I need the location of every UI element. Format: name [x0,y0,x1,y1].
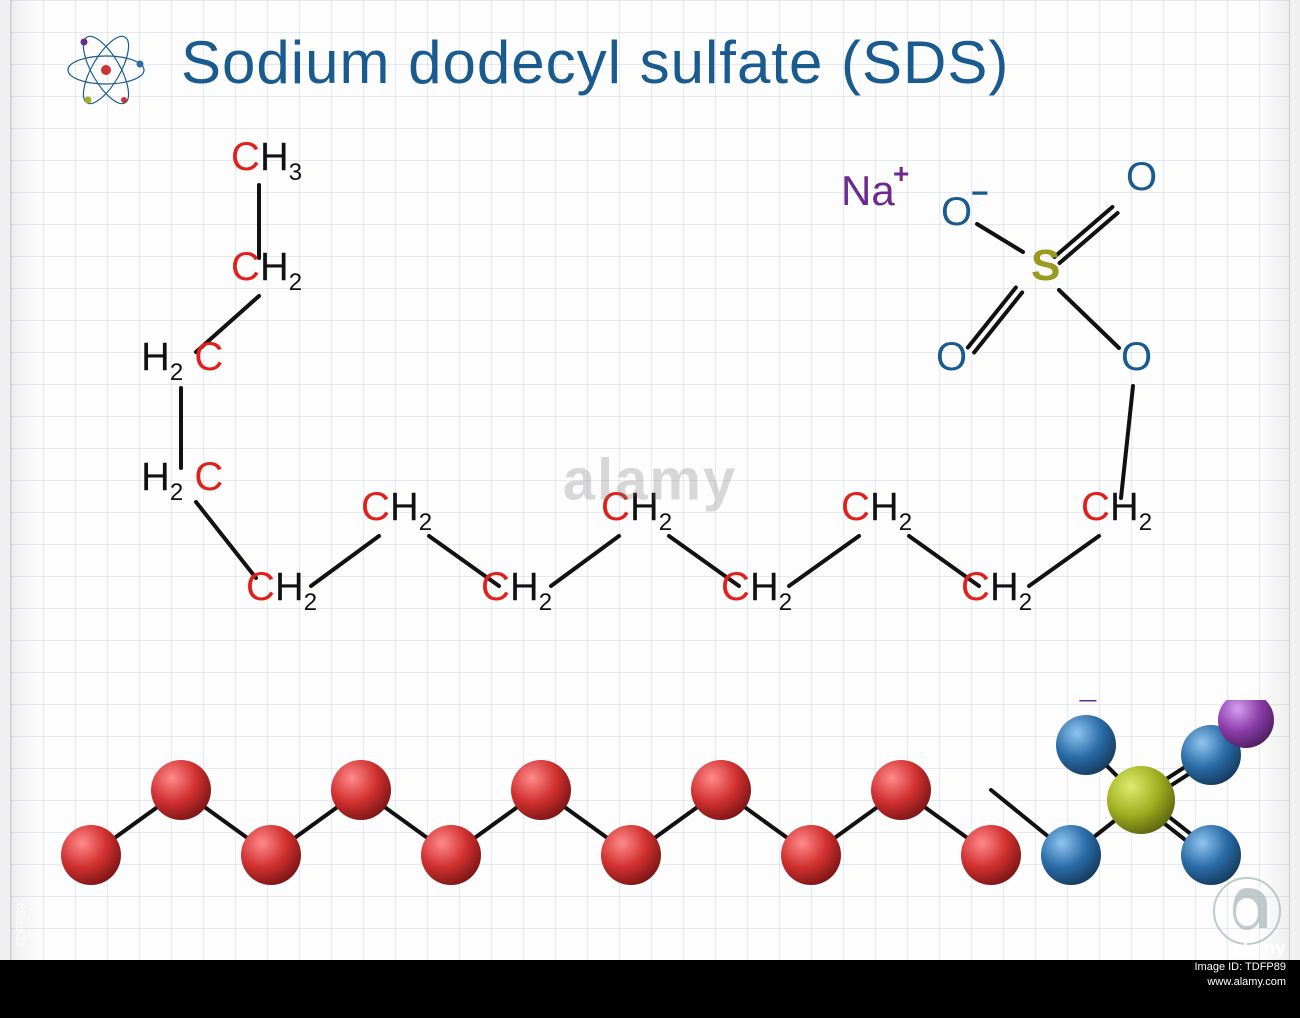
svg-text:O: O [1121,335,1152,379]
svg-text:CH2: CH2 [1081,485,1152,536]
svg-text:CH2: CH2 [721,565,792,616]
svg-text:+: + [893,158,909,189]
svg-text:CH2: CH2 [481,565,552,616]
svg-text:O: O [1126,155,1157,199]
svg-text:CH2: CH2 [961,565,1032,616]
ball-stick-model: +− [11,700,1291,950]
svg-text:CH2: CH2 [841,485,912,536]
svg-text:−: − [1078,700,1098,719]
structural-formula: CH3CH2H2 CH2 CCH2CH2CH2CH2CH2CH2CH2CH2SO… [11,0,1291,700]
svg-text:O: O [941,190,972,234]
bottom-bar [0,960,1300,1018]
svg-text:+: + [1264,700,1284,702]
svg-text:CH3: CH3 [231,135,302,186]
svg-text:S: S [1031,241,1060,290]
svg-text:CH2: CH2 [601,485,672,536]
svg-text:Na: Na [841,167,895,214]
page: Sodium dodecyl sulfate (SDS) CH3CH2H2 CH… [10,0,1290,960]
svg-text:CH2: CH2 [361,485,432,536]
watermark-id-left: TDFP89 [14,903,28,948]
svg-text:CH2: CH2 [231,245,302,296]
svg-text:−: − [971,177,989,210]
svg-text:O: O [936,335,967,379]
watermark-text: alamy Image ID: TDFP89 www.alamy.com [1195,936,1287,990]
svg-text:CH2: CH2 [246,565,317,616]
svg-text:H2 C: H2 C [141,335,223,386]
